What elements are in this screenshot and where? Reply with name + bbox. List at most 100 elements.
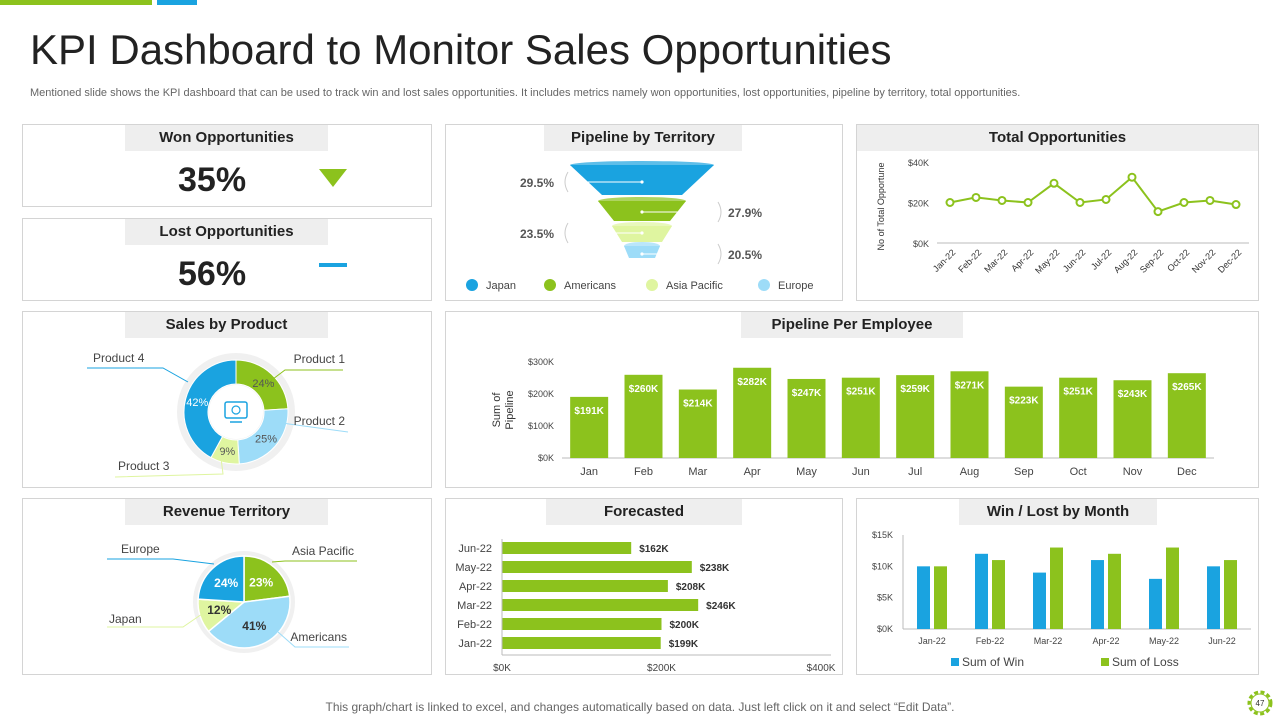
loss-bar-jun-22: [1224, 560, 1237, 629]
bar-value-label: $238K: [700, 563, 730, 574]
funnel-leader-dot: [640, 180, 644, 184]
monitor-icon-gear: [231, 405, 241, 415]
bar-dec: [1167, 373, 1206, 458]
legend-swatch: [1101, 658, 1109, 666]
x-tick-label: Jul-22: [1089, 247, 1113, 271]
pipeline-territory-title: Pipeline by Territory: [544, 125, 742, 151]
bar-may: [787, 378, 826, 458]
revenue-territory-panel: Revenue Territory 23% 41% 12% 24% Asia Pacif…: [22, 498, 432, 675]
funnel-bracket: [717, 201, 722, 223]
loss-bar-feb-22: [992, 560, 1005, 629]
bar-feb: [624, 374, 663, 458]
bar-jan: [570, 396, 609, 458]
pipeline-employee-chart: $0K $100K $200K $300K Sum of Pipeline $191K Jan…: [491, 357, 1214, 478]
leader-line: [107, 613, 203, 628]
y-tick-label: Jun-22: [458, 543, 492, 555]
x-tick-label: Mar: [688, 466, 707, 478]
accent-bar-green: [0, 0, 152, 5]
slice-label: 24%: [252, 378, 274, 390]
funnel-tier-top: [612, 222, 672, 230]
forecasted-chart: Jun-22 $162K May-22 $238K Apr-22 $208K Mar-22 $…: [455, 539, 836, 674]
bar-value-label: $191K: [574, 406, 604, 417]
loss-bar-may-22: [1166, 547, 1179, 629]
x-tick-label: Oct: [1070, 466, 1087, 478]
bar-mar: [678, 389, 717, 458]
slice-label: 24%: [214, 576, 238, 590]
x-tick-label: Apr-22: [1092, 636, 1119, 646]
legend-label: Sum of Loss: [1112, 655, 1179, 669]
funnel-leader-dot: [640, 231, 644, 235]
bar-value-label: $259K: [900, 384, 930, 395]
x-tick-label: Jul: [908, 466, 922, 478]
y-tick-label: $20K: [908, 199, 929, 209]
win-lost-title: Win / Lost by Month: [959, 499, 1157, 525]
y-tick-label: $100K: [528, 421, 554, 431]
funnel-label: 27.9%: [728, 206, 762, 220]
funnel-tier-top: [570, 161, 714, 169]
data-point: [1205, 195, 1215, 205]
funnel-leader-dot: [640, 252, 644, 256]
category-label: Product 4: [93, 351, 145, 365]
x-tick-label: Dec-22: [1216, 247, 1244, 275]
category-label: Product 3: [118, 459, 170, 473]
data-point: [1049, 178, 1059, 188]
category-label: Asia Pacific: [292, 544, 354, 558]
x-tick-label: Nov: [1123, 466, 1143, 478]
leader-line: [271, 560, 357, 563]
data-point: [1231, 200, 1241, 210]
page-number: 47: [1256, 699, 1265, 708]
x-tick-label: May-22: [1149, 636, 1179, 646]
funnel-tier-top: [624, 242, 660, 250]
sales-by-product-chart: 24% 25% 9% 42% Product 1 Product 2 Product 3 Pr…: [87, 351, 349, 478]
slice-label: 41%: [242, 619, 266, 633]
x-tick-label: Feb: [634, 466, 653, 478]
x-tick-label: Aug-22: [1112, 247, 1140, 275]
bar-jul: [896, 375, 935, 458]
funnel-tier-top: [598, 197, 686, 205]
funnel-bracket: [717, 243, 722, 265]
won-opportunities-panel: Won Opportunities 35%: [22, 124, 432, 207]
y-tick-label: $40K: [908, 158, 929, 168]
funnel-bracket: [564, 222, 569, 244]
y-tick-label: $0K: [913, 239, 929, 249]
legend-label: Americans: [564, 280, 616, 292]
legend-label: Asia Pacific: [666, 280, 723, 292]
bar-feb-22: [502, 618, 662, 630]
x-tick-label: Nov-22: [1190, 247, 1218, 275]
bar-apr-22: [502, 580, 668, 592]
x-tick-label: Jun: [852, 466, 870, 478]
gear-icon: 47: [1247, 690, 1273, 716]
data-point: [1127, 172, 1137, 182]
win-bar-mar-22: [1033, 572, 1046, 629]
win-bar-feb-22: [975, 553, 988, 629]
y-tick-label: Feb-22: [457, 619, 492, 631]
slice-asia-pacific: [243, 555, 291, 603]
bar-value-label: $214K: [683, 399, 713, 410]
win-bar-jun-22: [1207, 566, 1220, 629]
total-opportunities-chart: $0K $20K $40K No of Total Opportune Jan-22Fe…: [876, 158, 1249, 276]
accent-bar-blue: [157, 0, 197, 5]
data-point: [1075, 198, 1085, 207]
revenue-territory-title: Revenue Territory: [125, 499, 328, 525]
bar-value-label: $200K: [670, 620, 700, 631]
category-label: Product 2: [294, 414, 346, 428]
x-tick-label: May: [796, 466, 817, 478]
won-opportunities-title: Won Opportunities: [125, 125, 328, 151]
category-label: Japan: [109, 612, 142, 626]
slice-product-4: [183, 359, 237, 459]
x-tick-label: Jun-22: [1061, 247, 1088, 274]
dash-icon: [319, 263, 347, 267]
data-point: [1101, 194, 1111, 204]
data-point: [945, 198, 955, 207]
y-tick-label: $200K: [528, 389, 554, 399]
legend-label: Sum of Win: [962, 655, 1024, 669]
bar-value-label: $282K: [737, 377, 767, 388]
loss-bar-apr-22: [1108, 553, 1121, 629]
slice-label: 42%: [186, 397, 208, 409]
x-tick-label: Apr: [744, 466, 761, 478]
page-title: KPI Dashboard to Monitor Sales Opportuni…: [30, 26, 892, 73]
bar-value-label: $271K: [955, 380, 985, 391]
lost-opportunities-panel: Lost Opportunities 56%: [22, 218, 432, 301]
bar-value-label: $243K: [1118, 389, 1148, 400]
x-tick-label: $200K: [647, 663, 676, 674]
